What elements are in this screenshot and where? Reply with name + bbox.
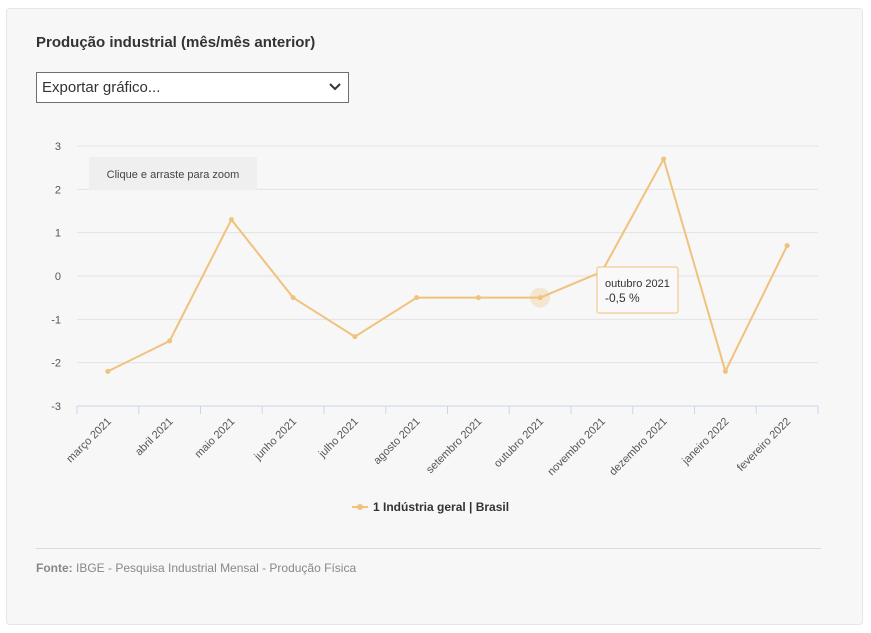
y-tick-label: -1 [51, 314, 61, 326]
data-point[interactable] [105, 368, 111, 374]
x-tick-label: junho 2021 [252, 416, 300, 464]
export-select[interactable]: Exportar gráfico... [36, 72, 349, 103]
tooltip-label: outubro 2021 [605, 278, 670, 290]
x-tick-label: julho 2021 [316, 416, 361, 461]
x-tick-label: dezembro 2021 [607, 416, 670, 479]
source-label: Fonte: [36, 561, 73, 575]
y-tick-label: -2 [51, 358, 61, 370]
x-tick-label: abril 2021 [133, 416, 176, 459]
source-note: Fonte: IBGE - Pesquisa Industrial Mensal… [36, 561, 356, 575]
data-point[interactable] [722, 368, 728, 374]
legend-marker [357, 504, 363, 510]
data-point[interactable] [167, 338, 173, 344]
source-text: IBGE - Pesquisa Industrial Mensal - Prod… [76, 561, 357, 575]
y-tick-label: 2 [55, 184, 61, 196]
x-tick-label: agosto 2021 [371, 416, 422, 467]
data-point[interactable] [352, 334, 358, 340]
chevron-down-icon [329, 83, 341, 91]
x-tick-label: novembro 2021 [545, 416, 608, 479]
y-tick-label: 0 [55, 271, 61, 283]
export-select-label: Exportar gráfico... [42, 79, 161, 96]
y-tick-label: -3 [51, 401, 61, 413]
x-tick-label: setembro 2021 [424, 416, 484, 476]
data-point[interactable] [414, 295, 420, 301]
x-tick-label: fevereiro 2022 [735, 416, 793, 474]
x-tick-label: maio 2021 [193, 416, 238, 461]
data-point[interactable] [475, 295, 481, 301]
x-tick-label: janeiro 2022 [679, 416, 731, 468]
tooltip-value: -0,5 % [605, 291, 640, 305]
x-tick-label: outubro 2021 [492, 416, 546, 470]
data-point[interactable] [228, 217, 234, 223]
zoom-hint-text: Clique e arraste para zoom [107, 169, 240, 181]
footer-divider [36, 548, 821, 549]
data-point[interactable] [784, 243, 790, 249]
data-point[interactable] [661, 156, 667, 162]
y-tick-label: 3 [55, 141, 61, 153]
zoom-hint-box [89, 157, 257, 190]
series-line [107, 158, 789, 373]
x-tick-label: março 2021 [64, 416, 114, 466]
legend-item-label[interactable]: 1 Indústria geral | Brasil [373, 500, 509, 514]
data-point[interactable] [537, 295, 543, 301]
chart-title: Produção industrial (mês/mês anterior) [36, 34, 316, 51]
data-point[interactable] [290, 295, 296, 301]
tooltip-box [596, 266, 679, 314]
chart-card [6, 8, 863, 625]
y-tick-label: 1 [55, 228, 61, 240]
